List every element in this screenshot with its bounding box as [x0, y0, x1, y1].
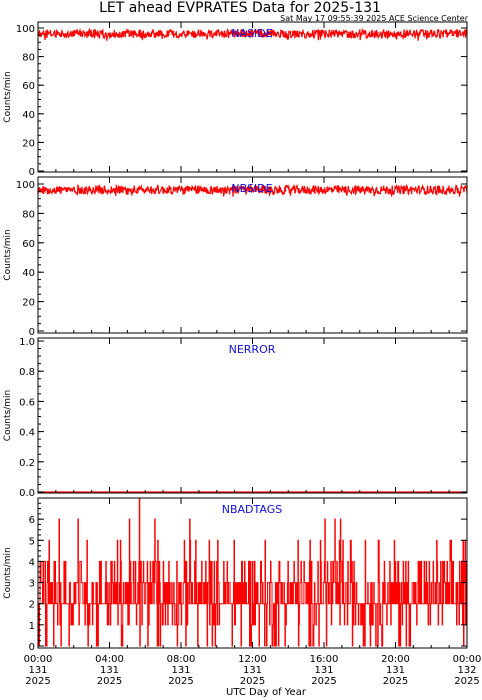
- y-tick-label: 0.0: [19, 488, 35, 499]
- y-axis-label: Counts/min: [3, 229, 13, 280]
- y-tick-label: 20: [22, 298, 35, 309]
- x-tick-time: 12:00: [238, 654, 267, 665]
- y-tick-label: 0.6: [19, 397, 35, 408]
- y-tick-label: 0: [29, 642, 35, 653]
- y-tick-label: 40: [22, 268, 35, 279]
- generation-timestamp: Sat May 17 09:55:39 2025 ACE Science Cen…: [280, 14, 469, 23]
- panel-nerror: 0.0 0.2 0.4 0.6 0.8 1.0 Counts/min NERROR: [3, 337, 468, 499]
- x-tick-year: 2025: [168, 676, 193, 687]
- x-tick-time: 00:00: [24, 654, 53, 665]
- y-tick-label: 80: [22, 209, 35, 220]
- x-tick-day: 131: [28, 665, 47, 676]
- y-tick-label: 60: [22, 239, 35, 250]
- x-tick-year: 2025: [97, 676, 122, 687]
- figure-title: LET ahead EVPRATES Data for 2025-131: [99, 0, 381, 16]
- x-tick-year: 2025: [240, 676, 265, 687]
- panel-label: NBADTAGS: [222, 503, 282, 516]
- x-tick-time: 00:00: [453, 654, 482, 665]
- x-tick-time: 16:00: [310, 654, 339, 665]
- y-tick-label: 0: [29, 167, 35, 178]
- y-tick-label: 1: [29, 621, 35, 632]
- x-tick-year: 2025: [454, 676, 479, 687]
- x-tick-year: 2025: [383, 676, 408, 687]
- y-tick-label: 60: [22, 81, 35, 92]
- y-axis-label: Counts/min: [3, 547, 13, 598]
- panel-frame: [37, 337, 468, 494]
- panel-nbside: 0 20 40 60 80 100 Counts/min NBSIDE: [3, 176, 468, 338]
- x-tick-day: 131: [100, 665, 119, 676]
- panel-frame: [37, 21, 468, 173]
- y-axis-label: Counts/min: [3, 71, 13, 122]
- y-tick-label: 5: [29, 536, 35, 547]
- panel-frame: [37, 176, 468, 334]
- y-tick-label: 0.4: [19, 428, 35, 439]
- panel-naside: 0 20 40 60 80 100 Counts/min NASIDE: [3, 21, 468, 178]
- y-tick-label: 80: [22, 53, 35, 64]
- panel-label: NBSIDE: [231, 182, 272, 195]
- y-tick-label: 20: [22, 138, 35, 149]
- series-line-naside: [37, 27, 468, 41]
- y-tick-label: 0.8: [19, 367, 35, 378]
- x-tick-year: 2025: [311, 676, 336, 687]
- x-axis-label: UTC Day of Year: [226, 687, 307, 698]
- x-tick-time: 20:00: [381, 654, 410, 665]
- y-tick-label: 100: [16, 180, 35, 191]
- y-tick-label: 6: [29, 515, 35, 526]
- panel-nbadtags: 0 1 2 3 4 5 6 Counts/min NBADTAGS: [3, 497, 468, 653]
- y-tick-label: 3: [29, 579, 35, 590]
- y-tick-label: 2: [29, 600, 35, 611]
- x-tick-time: 08:00: [167, 654, 196, 665]
- panel-label: NASIDE: [231, 27, 272, 40]
- x-tick-year: 2025: [25, 676, 50, 687]
- x-tick-day: 131: [171, 665, 190, 676]
- x-tick-day: 131: [386, 665, 405, 676]
- x-tick-time: 04:00: [95, 654, 124, 665]
- y-tick-label: 100: [16, 24, 35, 35]
- y-axis-label: Counts/min: [3, 390, 13, 441]
- y-tick-label: 40: [22, 110, 35, 121]
- series-line-nbadtags: [38, 497, 468, 647]
- x-tick-day: 131: [243, 665, 262, 676]
- y-tick-label: 4: [29, 557, 35, 568]
- y-tick-label: 0.2: [19, 458, 35, 469]
- x-tick-day: 131: [314, 665, 333, 676]
- x-tick-day: 132: [457, 665, 476, 676]
- y-tick-label: 1.0: [19, 337, 35, 348]
- y-tick-label: 0: [29, 327, 35, 338]
- panel-label: NERROR: [229, 343, 276, 356]
- series-line-nbside: [37, 183, 468, 197]
